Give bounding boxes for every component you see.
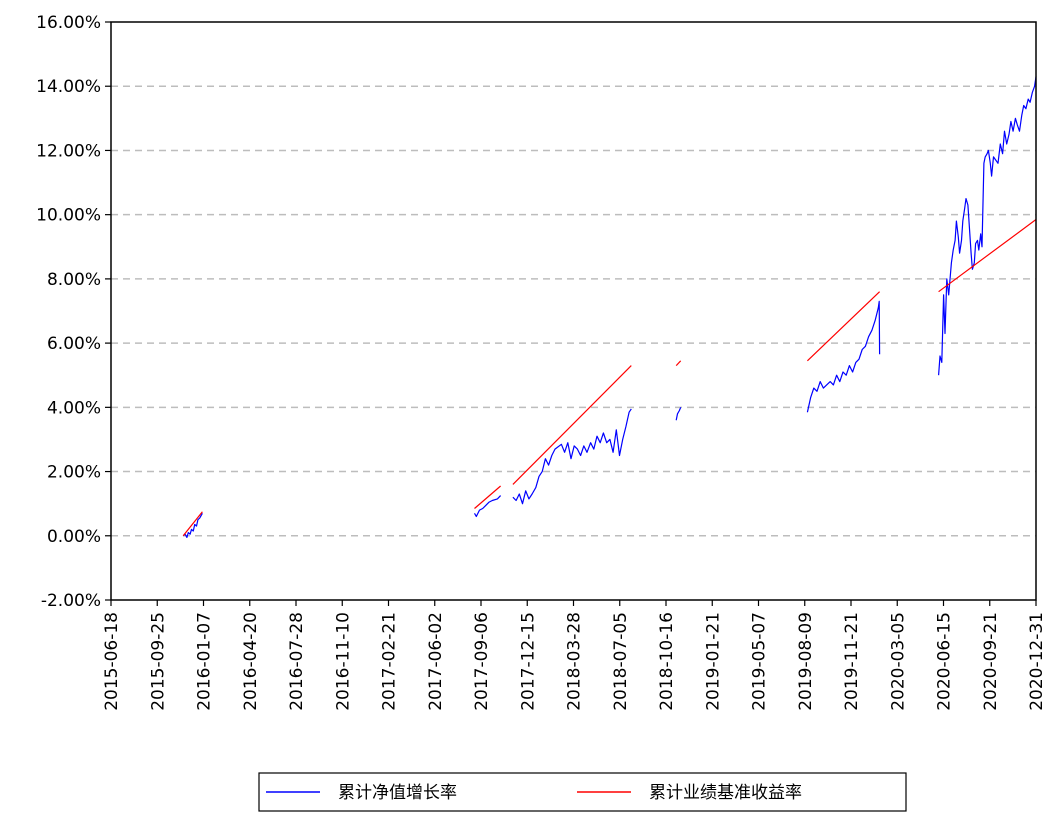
x-tick-label: 2017-12-15 <box>518 612 538 711</box>
series-lines <box>182 76 1037 539</box>
y-tick-label: 12.00% <box>36 141 101 161</box>
y-tick-label: -2.00% <box>41 591 101 611</box>
nav-growth-line <box>473 495 502 518</box>
y-tick-label: 14.00% <box>36 77 101 97</box>
nav-growth-line <box>675 407 682 421</box>
x-tick-label: 2015-09-25 <box>148 612 168 711</box>
y-tick-label: 10.00% <box>36 206 101 226</box>
benchmark-return-line <box>474 485 501 509</box>
y-tick-label: 0.00% <box>47 527 101 547</box>
x-tick-label: 2017-02-21 <box>380 612 400 711</box>
x-tick-label: 2019-11-21 <box>842 612 862 711</box>
y-tick-label: 2.00% <box>47 463 101 483</box>
benchmark-return-line <box>675 360 682 367</box>
x-tick-label: 2018-07-05 <box>611 612 631 711</box>
x-tick-label: 2020-09-21 <box>981 612 1001 711</box>
plot-frame <box>110 21 1037 601</box>
x-tick-label: 2015-06-18 <box>102 612 122 711</box>
x-tick-label: 2019-08-09 <box>796 612 816 711</box>
legend: 累计净值增长率 累计业绩基准收益率 <box>258 772 907 812</box>
benchmark-return-line <box>806 291 881 362</box>
x-tick-label: 2020-12-31 <box>1027 612 1047 711</box>
x-tick-label: 2020-03-05 <box>888 612 908 711</box>
benchmark-return-line <box>182 511 203 537</box>
gridlines <box>111 85 1036 537</box>
x-axis: 2015-06-18 2015-09-25 2016-01-07 2016-04-20… <box>102 600 1047 711</box>
x-tick-label: 2016-07-28 <box>287 612 307 711</box>
x-tick-label: 2019-01-21 <box>703 612 723 711</box>
x-tick-label: 2017-09-06 <box>472 612 492 711</box>
nav-growth-line <box>182 513 203 539</box>
x-tick-label: 2017-06-02 <box>426 612 446 711</box>
x-tick-label: 2018-03-28 <box>565 612 585 711</box>
x-tick-label: 2020-06-15 <box>935 612 955 711</box>
legend-label: 累计业绩基准收益率 <box>649 783 802 803</box>
x-tick-label: 2016-04-20 <box>241 612 261 711</box>
nav-growth-line <box>806 300 881 413</box>
y-axis: -2.00% 0.00% 2.00% 4.00% 6.00% 8.00% 10.00% 12.… <box>36 13 111 611</box>
y-tick-label: 4.00% <box>47 398 101 418</box>
y-tick-label: 8.00% <box>47 270 101 290</box>
x-tick-label: 2019-05-07 <box>750 612 770 711</box>
legend-label: 累计净值增长率 <box>338 783 457 803</box>
benchmark-return-line <box>512 365 632 485</box>
y-tick-label: 16.00% <box>36 13 101 33</box>
y-tick-label: 6.00% <box>47 334 101 354</box>
x-tick-label: 2016-01-07 <box>195 612 215 711</box>
nav-growth-line <box>512 408 632 505</box>
x-tick-label: 2016-11-10 <box>333 612 353 711</box>
x-tick-label: 2018-10-16 <box>657 612 677 711</box>
nav-growth-line <box>938 76 1037 376</box>
benchmark-return-line <box>938 219 1037 293</box>
